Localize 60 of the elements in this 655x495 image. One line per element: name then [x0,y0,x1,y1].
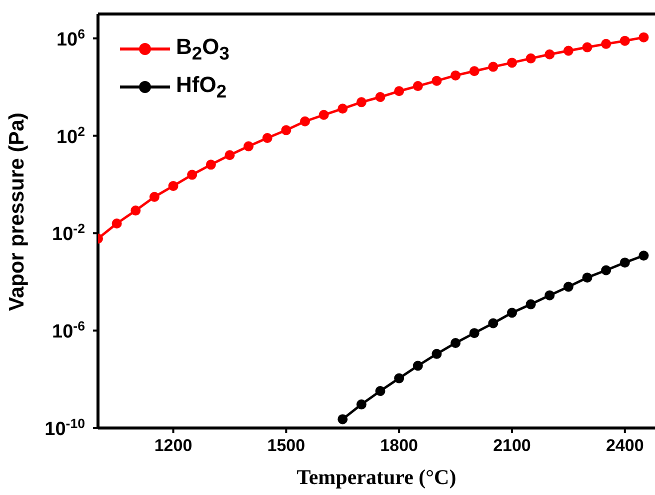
point [601,265,612,276]
point [281,125,292,136]
point [394,373,404,384]
point [620,258,630,268]
point [224,150,235,160]
point [620,36,630,46]
legend-label: B$_{2}$O$_{3}$ [176,34,230,64]
x-tick-label: 1200 [154,436,192,455]
point [488,62,498,72]
point [300,116,310,126]
point [244,141,254,152]
point [638,250,649,261]
point [450,70,461,80]
point [338,414,348,424]
point [338,104,348,114]
point [412,81,423,92]
point [130,206,141,216]
point [563,46,574,56]
point [318,110,329,120]
point [262,132,272,143]
point [356,97,366,108]
point [187,170,198,180]
y-tick-label: 10$^{-6}$ [52,318,85,343]
point [582,272,592,283]
point [450,338,461,348]
point [432,348,442,359]
y-tick-label: 10$^{2}$ [56,123,85,148]
point [601,38,612,49]
legend-label: HfO$_{2}$ [176,72,227,102]
point [582,42,592,52]
point [638,32,649,42]
point [375,92,386,102]
point [544,290,555,300]
point [149,192,160,202]
point [412,360,423,371]
point [356,399,366,410]
point [526,299,536,310]
point [469,66,480,76]
point [112,218,122,228]
point [168,180,178,191]
y-tick-label: 10$^{6}$ [56,26,85,50]
x-axis-title: Temperature (°C) [296,465,456,489]
point [544,49,555,60]
point [394,86,404,96]
x-tick-label: 1500 [267,436,306,455]
point [563,282,574,292]
point [432,76,442,86]
y-tick-label: 10$^{-2}$ [52,220,85,246]
x-tick-label: 1800 [380,436,418,455]
point [488,318,498,328]
x-tick-label: 2400 [606,436,644,455]
point [526,53,536,64]
point [206,160,216,170]
y-tick-label: 10$^{-10}$ [44,416,85,440]
x-tick-label: 2100 [493,436,531,455]
y-axis-title: Vapor pressure (Pa) [5,112,28,311]
point [506,58,517,68]
point [506,308,517,318]
point [469,328,480,338]
point [375,386,386,396]
